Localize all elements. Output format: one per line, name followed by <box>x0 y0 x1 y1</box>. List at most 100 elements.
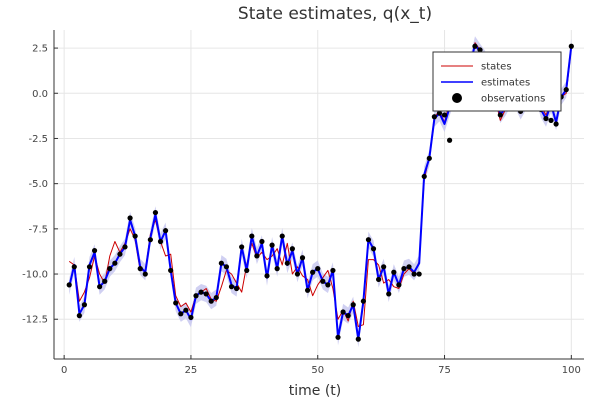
observation-point <box>304 287 311 293</box>
observation-point <box>472 43 478 49</box>
observation-point <box>370 246 377 252</box>
observation-point <box>198 289 204 295</box>
legend-label-states: states <box>481 62 512 73</box>
observation-point <box>365 237 372 243</box>
observation-point <box>168 267 174 274</box>
x-tick-label: 0 <box>61 365 67 376</box>
observation-point <box>244 267 250 274</box>
observation-point <box>391 269 397 275</box>
y-tick-label: -12.5 <box>22 315 48 326</box>
y-tick-label: 0.0 <box>32 89 48 100</box>
axes <box>53 30 584 360</box>
observation-point <box>218 260 224 266</box>
observation-point <box>213 294 219 301</box>
x-tick-label: 100 <box>562 365 581 376</box>
observation-point <box>441 112 448 118</box>
x-tick-label: 25 <box>185 365 198 376</box>
observation-point <box>436 110 443 116</box>
observation-point <box>325 282 331 288</box>
y-tick-label: -5.0 <box>28 179 48 190</box>
observation-point <box>497 112 503 118</box>
observation-point <box>315 266 321 272</box>
observation-point <box>264 273 270 279</box>
observation-point <box>350 302 356 308</box>
observation-point <box>91 247 98 254</box>
observation-point <box>147 237 153 243</box>
y-tick-label: -2.5 <box>28 134 48 145</box>
observation-point <box>360 298 366 304</box>
observation-point <box>563 87 569 93</box>
observation-point <box>66 282 72 288</box>
observation-point <box>208 298 214 304</box>
observation-point <box>132 233 138 239</box>
observation-point <box>269 242 275 248</box>
observation-point <box>107 266 113 272</box>
observation-point <box>355 336 361 342</box>
observation-point <box>117 251 123 257</box>
observation-point <box>193 293 199 299</box>
x-tick-label: 75 <box>438 365 451 376</box>
observation-point <box>127 215 133 221</box>
observation-point <box>254 253 260 259</box>
observation-point <box>71 264 77 270</box>
observation-point <box>446 137 453 143</box>
observation-point <box>173 300 179 306</box>
legend-label-estimates: estimates <box>481 78 530 89</box>
observation-point <box>223 264 230 270</box>
observation-point <box>396 282 402 288</box>
observation-point <box>401 266 407 272</box>
observation-point <box>340 309 346 315</box>
observation-point <box>411 271 417 277</box>
observation-point <box>310 269 316 275</box>
observation-point <box>406 264 412 270</box>
observation-point <box>335 334 341 340</box>
x-tick-label: 50 <box>311 365 324 376</box>
y-tick-label: -7.5 <box>28 224 48 235</box>
observation-point <box>122 244 128 250</box>
observation-point <box>294 271 301 277</box>
observation-point <box>426 155 432 161</box>
legend: states estimates observations <box>432 51 562 112</box>
observation-point <box>178 311 184 317</box>
observation-point <box>299 255 306 261</box>
observation-point <box>112 260 118 266</box>
observation-point <box>345 313 351 319</box>
observation-point <box>320 278 326 284</box>
observation-point <box>553 121 559 127</box>
observation-point <box>183 307 189 313</box>
observation-point <box>188 314 194 321</box>
observation-point <box>142 271 148 277</box>
observation-point <box>284 260 290 266</box>
observation-point <box>239 244 245 250</box>
observation-point <box>157 238 164 245</box>
observation-point <box>386 291 392 297</box>
observation-point <box>102 278 108 284</box>
x-axis-label: time (t) <box>289 383 342 399</box>
y-tick-label: 2.5 <box>32 44 48 55</box>
observation-point <box>233 285 240 292</box>
observation-point <box>279 233 285 239</box>
observation-point <box>137 266 143 272</box>
observation-point <box>228 284 235 290</box>
observation-points <box>66 43 574 342</box>
observation-point <box>81 302 88 308</box>
chart-title: State estimates, q(x_t) <box>238 4 432 24</box>
observation-point <box>548 117 554 123</box>
observation-point <box>97 284 103 290</box>
legend-label-observations: observations <box>481 94 545 105</box>
observation-point <box>76 313 82 319</box>
observation-point <box>259 238 265 245</box>
observation-point <box>289 246 295 252</box>
y-tick-label: -10.0 <box>22 270 48 281</box>
observation-point <box>568 43 574 49</box>
observation-point <box>330 267 336 274</box>
observation-point <box>152 209 159 216</box>
observation-point <box>543 115 549 122</box>
legend-swatch-observations <box>452 93 462 103</box>
observation-point <box>431 114 437 120</box>
tick-labels: 0 25 50 75 100 2.5 0.0 -2.5 -5.0 -7.5 -10.0 -12.5 <box>22 44 581 376</box>
observation-point <box>86 264 93 270</box>
observation-point <box>249 233 255 239</box>
observation-point <box>375 276 382 283</box>
